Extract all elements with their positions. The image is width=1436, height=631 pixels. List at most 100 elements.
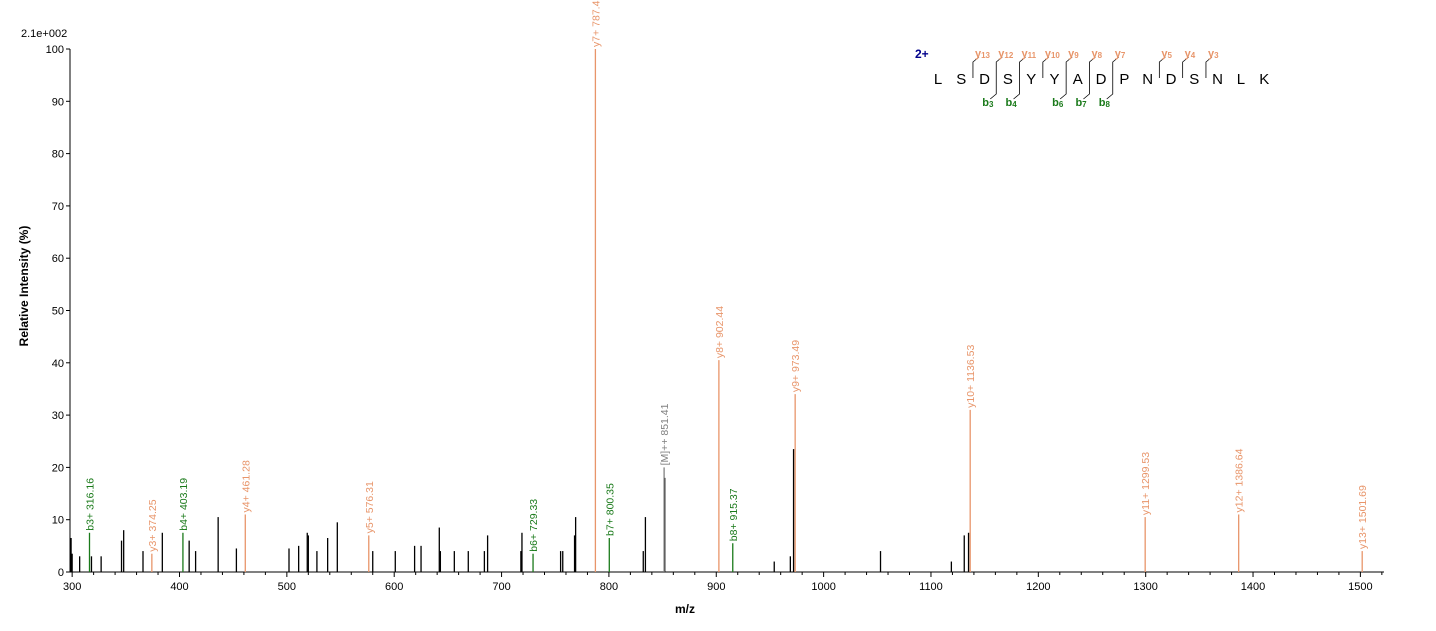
peak-label: y8+ 902.44 (714, 306, 726, 358)
b-ion-subscript: 6 (1059, 100, 1064, 109)
b-ion-subscript: 4 (1012, 100, 1017, 109)
y-ion-label: y8 (1091, 48, 1102, 60)
y-cleavage-mark (1089, 56, 1096, 78)
b-cleavage-mark (1059, 78, 1067, 100)
x-tick-label: 300 (63, 581, 81, 593)
residue: Y (1049, 71, 1059, 88)
peak-label: b4+ 403.19 (178, 478, 190, 531)
y-ion-label: y10 (1045, 48, 1061, 60)
residue: N (1212, 71, 1223, 88)
y-tick-label: 70 (52, 201, 64, 213)
y-ion-label: y7 (1115, 48, 1126, 60)
b-cleavage-mark (1013, 78, 1020, 100)
residue: S (1189, 71, 1199, 88)
x-tick-label: 1200 (1026, 581, 1050, 593)
b-ion-label: b7 (1075, 97, 1087, 109)
y-ion-subscript: 7 (1121, 51, 1126, 60)
b-ion-label: b3 (982, 97, 994, 109)
peak-label: y5+ 576.31 (364, 481, 376, 533)
peak-label: y4+ 461.28 (240, 460, 252, 512)
b-ion-label: b8 (1099, 97, 1111, 109)
y-tick-label: 10 (52, 515, 64, 527)
b-cleavage-mark (1106, 78, 1114, 100)
residue: A (1073, 71, 1083, 88)
y-ion-label: y5 (1161, 48, 1172, 60)
residue: D (1096, 71, 1107, 88)
y-ion-label: y9 (1068, 48, 1079, 60)
peak-label: [M]++ 851.41 (659, 403, 671, 465)
peak-label: y12+ 1386.64 (1234, 448, 1246, 512)
y-cleavage-mark (972, 56, 980, 78)
residue: Y (1026, 71, 1036, 88)
peak-label: y3+ 374.25 (147, 499, 159, 551)
b-ion-subscript: 7 (1082, 100, 1087, 109)
y-cleavage-mark (1112, 56, 1120, 78)
y-axis-title: Relative Intensity (%) (17, 226, 31, 347)
y-cleavage-mark (995, 56, 1003, 78)
y-tick-label: 50 (52, 306, 64, 318)
y-tick-label: 60 (52, 253, 64, 265)
peak-label: y13+ 1501.69 (1357, 485, 1369, 549)
b-ion-label: b4 (1006, 97, 1018, 109)
peak-labels: b3+ 316.16 y3+ 374.25 b4+ 403.19 y4+ 461.28… (84, 0, 1369, 552)
x-tick-label: 700 (492, 581, 510, 593)
b-ion-label: b6 (1052, 97, 1064, 109)
peak-label: b7+ 800.35 (604, 483, 616, 536)
residue: D (979, 71, 990, 88)
peak-label: b3+ 316.16 (84, 478, 96, 531)
x-tick-label: 400 (170, 581, 188, 593)
y-ion-subscript: 9 (1074, 51, 1079, 60)
y-cleavage-mark (1042, 56, 1050, 78)
x-tick-label: 1000 (811, 581, 835, 593)
x-axis-title: m/z (675, 602, 695, 616)
residue: S (1003, 71, 1013, 88)
y-cleavage-mark (1019, 56, 1026, 78)
y-ion-subscript: 12 (1004, 51, 1013, 60)
y-ion-subscript: 8 (1098, 51, 1103, 60)
y-cleavage-mark (1158, 56, 1166, 78)
x-tick-label: 1500 (1348, 581, 1372, 593)
y-tick-label: 30 (52, 410, 64, 422)
peak-label: y9+ 973.49 (790, 340, 802, 392)
peak-label: b6+ 729.33 (528, 499, 540, 552)
y-tick-label: 80 (52, 149, 64, 161)
y-ion-label: y12 (998, 48, 1014, 60)
charge-state: 2+ (915, 47, 929, 61)
b-ion-subscript: 3 (989, 100, 994, 109)
y-tick-label: 90 (52, 96, 64, 108)
y-cleavage-mark (1205, 56, 1213, 78)
peak-label: y11+ 1299.53 (1140, 452, 1152, 515)
x-tick-label: 800 (600, 581, 618, 593)
y-ion-subscript: 3 (1214, 51, 1219, 60)
y-ion-label: y3 (1208, 48, 1219, 60)
peaks (70, 49, 1363, 572)
intensity-scale-label: 2.1e+002 (21, 28, 67, 40)
x-tick-label: 1400 (1241, 581, 1265, 593)
b-cleavage-mark (1083, 78, 1090, 100)
x-tick-label: 500 (278, 581, 296, 593)
x-tick-label: 900 (707, 581, 725, 593)
y-ion-label: y4 (1185, 48, 1196, 60)
residue: L (1237, 71, 1245, 88)
y-tick-label: 0 (58, 567, 64, 579)
y-ion-subscript: 13 (981, 51, 990, 60)
y-cleavage-mark (1182, 56, 1189, 78)
y-ion-subscript: 4 (1191, 51, 1196, 60)
peak-label: b8+ 915.37 (728, 488, 740, 541)
residue: K (1259, 71, 1269, 88)
y-ion-label: y11 (1022, 48, 1037, 60)
x-tick-label: 1300 (1133, 581, 1157, 593)
residue: S (956, 71, 966, 88)
residue: P (1119, 71, 1129, 88)
y-ion-subscript: 5 (1167, 51, 1172, 60)
y-tick-label: 100 (46, 44, 64, 56)
y-tick-label: 40 (52, 358, 64, 370)
residue: L (934, 71, 942, 88)
residue: D (1166, 71, 1177, 88)
y-ion-subscript: 10 (1051, 51, 1060, 60)
y-cleavage-mark (1065, 56, 1073, 78)
b-cleavage-mark (989, 78, 997, 100)
x-tick-label: 1100 (919, 581, 943, 593)
